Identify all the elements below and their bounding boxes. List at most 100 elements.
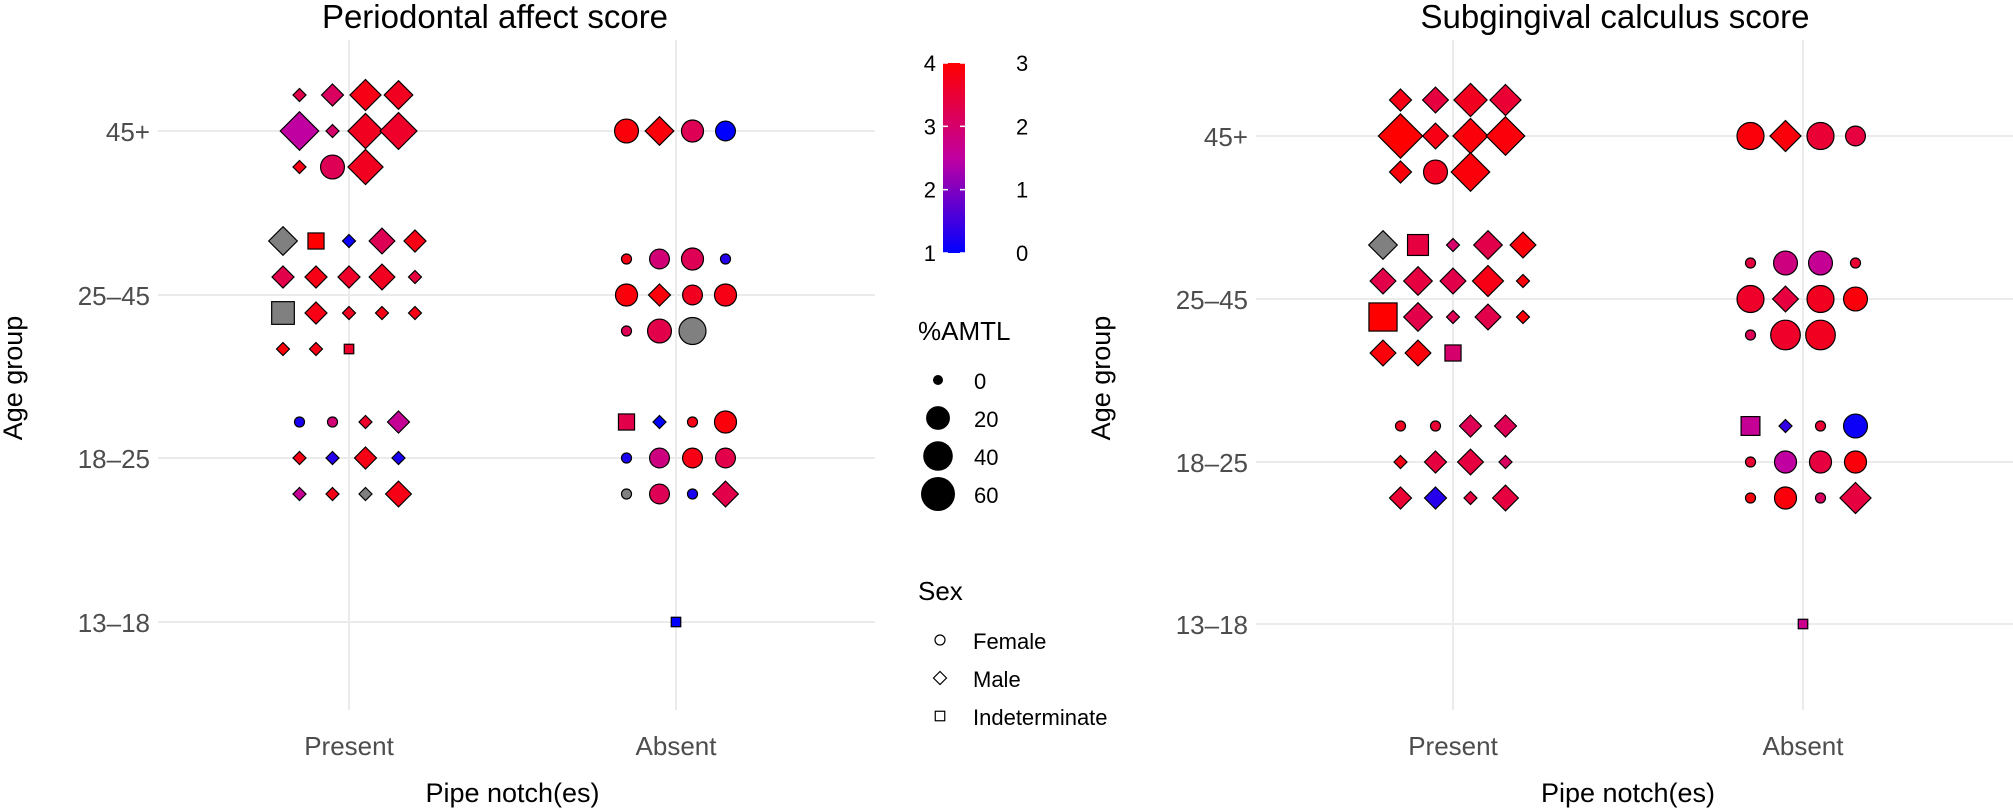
data-point xyxy=(374,305,390,321)
data-point xyxy=(1422,159,1449,185)
sex-legend-label: Indeterminate xyxy=(973,705,1108,730)
data-point xyxy=(1744,492,1757,504)
data-point xyxy=(1769,119,1802,153)
y-tick-label: 18–25 xyxy=(78,444,150,474)
data-point xyxy=(1429,420,1442,432)
sex-legend-title: Sex xyxy=(918,576,963,606)
data-point xyxy=(358,486,373,502)
data-point xyxy=(1493,414,1518,438)
y-tick-label: 13–18 xyxy=(78,608,150,638)
data-point xyxy=(337,265,361,289)
colorbar-tick-right: 1 xyxy=(1016,178,1028,203)
data-point xyxy=(1421,122,1450,150)
data-point xyxy=(1423,450,1448,474)
data-point xyxy=(407,269,423,285)
data-point xyxy=(1485,115,1526,157)
data-point xyxy=(1445,237,1461,253)
data-point xyxy=(1450,151,1491,193)
data-point xyxy=(1406,233,1430,257)
data-point xyxy=(1849,257,1862,269)
size-legend-label: 60 xyxy=(974,483,998,508)
data-point xyxy=(325,123,340,139)
x-tick-label: Absent xyxy=(636,731,718,761)
size-legend-label: 40 xyxy=(974,445,998,470)
data-point xyxy=(714,447,737,469)
data-point xyxy=(1842,286,1869,312)
data-point xyxy=(292,87,307,103)
data-point xyxy=(1814,492,1827,504)
y-tick-label: 45+ xyxy=(1204,122,1248,152)
size-legend-key xyxy=(926,406,950,430)
colorbar-tick-right: 0 xyxy=(1016,241,1028,266)
panel-subgingival: Subgingival calculus score 13–18 18–25 25–4… xyxy=(1086,0,2013,808)
data-point xyxy=(1773,486,1798,510)
data-point xyxy=(1807,250,1834,276)
data-point xyxy=(275,341,291,357)
colorbar-tick-left: 4 xyxy=(924,51,936,76)
sex-legend: Female Male Indeterminate xyxy=(932,629,1108,730)
size-legend-label: 20 xyxy=(974,407,998,432)
data-point xyxy=(292,486,307,502)
data-point xyxy=(358,414,373,430)
data-point xyxy=(648,248,671,270)
data-point xyxy=(1402,301,1434,333)
data-point xyxy=(304,265,328,289)
data-point xyxy=(349,78,382,112)
data-point xyxy=(267,225,299,257)
data-point xyxy=(304,301,328,325)
colorbar-tick-left: 3 xyxy=(924,114,936,139)
data-point xyxy=(308,341,324,357)
size-legend: 0 20 40 60 xyxy=(920,369,998,512)
data-point xyxy=(347,148,384,186)
data-point xyxy=(680,119,705,143)
data-point xyxy=(386,410,411,434)
data-point xyxy=(670,616,682,628)
data-point xyxy=(1491,484,1520,512)
data-point xyxy=(1839,481,1872,515)
data-point xyxy=(681,284,704,306)
data-point xyxy=(1456,448,1485,476)
data-point xyxy=(1842,413,1869,439)
y-tick-label: 25–45 xyxy=(1176,285,1248,315)
data-point xyxy=(1805,319,1836,351)
data-point xyxy=(1388,160,1413,184)
data-point xyxy=(713,410,738,434)
data-point xyxy=(1369,267,1397,295)
data-point xyxy=(325,486,340,502)
data-point xyxy=(620,488,633,500)
data-point xyxy=(1736,121,1765,151)
data-point xyxy=(1368,302,1398,332)
data-point xyxy=(320,83,345,107)
sex-legend-key xyxy=(934,710,946,722)
data-point xyxy=(1463,490,1478,506)
data-point xyxy=(1388,88,1413,112)
x-axis-label: Pipe notch(es) xyxy=(1541,778,1715,808)
y-axis-label: Age group xyxy=(1086,316,1116,441)
data-point xyxy=(1453,82,1488,118)
data-point xyxy=(1806,284,1835,314)
data-point xyxy=(1423,486,1448,510)
x-tick-label: Present xyxy=(1408,731,1498,761)
data-point xyxy=(1444,344,1462,362)
data-point xyxy=(271,265,295,289)
data-point xyxy=(1404,339,1432,367)
data-point xyxy=(343,343,355,355)
size-legend-key xyxy=(923,441,953,471)
data-point xyxy=(1439,267,1467,295)
data-point xyxy=(1744,257,1757,269)
sex-legend-key xyxy=(932,670,948,686)
data-point xyxy=(384,480,413,508)
data-point xyxy=(620,452,633,464)
data-point xyxy=(1771,285,1800,313)
data-point xyxy=(686,488,699,500)
data-point xyxy=(620,325,633,337)
data-point xyxy=(1445,309,1461,325)
data-point xyxy=(1498,454,1513,470)
data-point xyxy=(1515,273,1531,289)
x-tick-label: Present xyxy=(304,731,394,761)
x-axis-label: Pipe notch(es) xyxy=(425,778,599,808)
data-point xyxy=(1744,329,1757,341)
x-tick-label: Absent xyxy=(1763,731,1845,761)
data-point xyxy=(711,480,740,508)
data-point xyxy=(1778,418,1793,434)
